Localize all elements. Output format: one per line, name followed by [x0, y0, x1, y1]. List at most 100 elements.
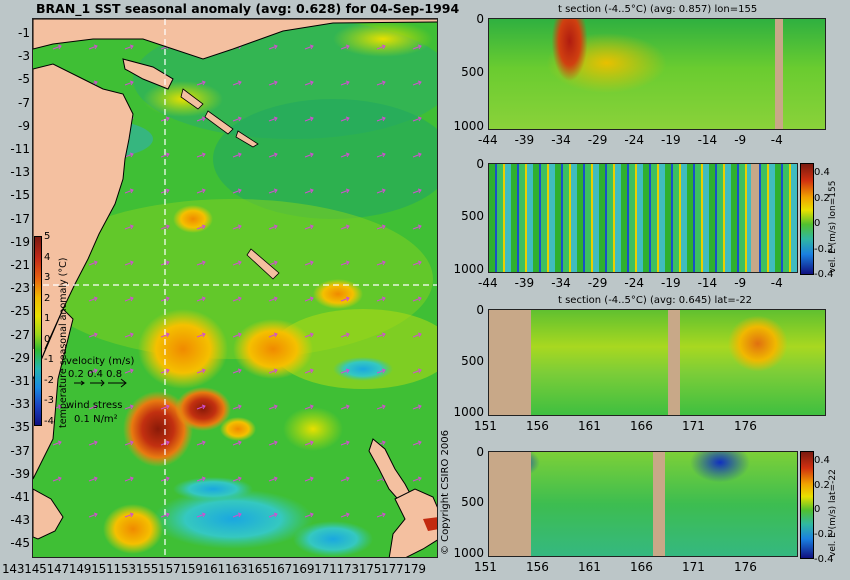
velocity-colorbar-tick: 0: [814, 218, 821, 230]
sst-anomaly-map[interactable]: [32, 18, 438, 558]
x-tick-label: -24: [624, 133, 644, 147]
wind-arrow: [52, 44, 62, 50]
lat-tick-label: -33: [10, 397, 30, 412]
wind-arrow: [340, 332, 350, 338]
lat-tick-label: -5: [18, 72, 30, 87]
wind-arrow: [196, 260, 206, 266]
wind-arrow: [376, 260, 386, 266]
wind-legend-value: 0.1 N/m²: [74, 414, 118, 425]
depth-tick-label: 1000: [453, 118, 484, 133]
x-tick-label: -4: [770, 276, 783, 290]
depth-tick-label: 500: [461, 65, 484, 80]
x-tick-label: -14: [697, 276, 718, 290]
wind-arrow: [160, 224, 170, 230]
wind-legend-label: wind stress: [66, 400, 123, 411]
new-guinea-landmass: [33, 19, 437, 60]
x-tick-label: -9: [734, 276, 747, 290]
wind-arrow: [232, 332, 242, 338]
wind-arrow: [124, 404, 134, 410]
wind-arrow: [268, 296, 278, 302]
lat-tick-label: -39: [10, 466, 30, 481]
wind-arrow: [268, 368, 278, 374]
wind-arrow: [232, 80, 242, 86]
x-tick-label: 176: [734, 560, 757, 574]
wind-arrow: [196, 152, 206, 158]
x-tick-label: -19: [661, 133, 681, 147]
x-tick-label: 161: [578, 419, 601, 433]
wind-arrow: [124, 224, 134, 230]
depth-tick-label: 0: [476, 303, 484, 317]
wind-arrow: [376, 368, 386, 374]
lat-tick-label: -17: [10, 211, 30, 226]
wind-arrow: [340, 224, 350, 230]
lat-tick-label: -25: [10, 304, 30, 319]
wind-arrow: [232, 476, 242, 482]
wind-arrow: [340, 440, 350, 446]
wind-arrow: [304, 260, 314, 266]
velocity-colorbar-tick: 0.4: [814, 455, 830, 466]
map-canvas: [33, 19, 437, 557]
depth-tick-label: 0: [476, 12, 484, 26]
x-tick-label: -4: [770, 133, 783, 147]
wind-arrow: [88, 332, 98, 338]
wind-arrow: [88, 44, 98, 50]
lat-tick-label: -43: [10, 513, 30, 528]
wind-arrow: [268, 332, 278, 338]
wind-arrow: [268, 80, 278, 86]
velocity-colorbar-tick: 0: [814, 504, 821, 516]
longitude-axis-labels: 1431451471491511531551571591611631651671…: [2, 562, 426, 576]
wind-arrow: [376, 80, 386, 86]
wind-arrow: [304, 224, 314, 230]
x-tick-label: -34: [551, 133, 571, 147]
velocity-legend-arrows: [74, 378, 127, 388]
wind-arrow: [232, 260, 242, 266]
new-caledonia-landmass: [246, 248, 280, 280]
wind-arrow: [304, 296, 314, 302]
wind-arrow: [340, 296, 350, 302]
wind-arrow: [340, 368, 350, 374]
x-tick-label: 151: [474, 419, 497, 433]
wind-arrow: [412, 80, 422, 86]
wind-arrow: [376, 224, 386, 230]
x-tick-label: 161: [578, 560, 601, 574]
lat-tick-label: -3: [18, 49, 30, 64]
colorbar-tick-label: -3: [44, 395, 54, 406]
x-tick-label: -24: [624, 276, 644, 290]
velocity-colorbar-tick: 0.2: [814, 192, 830, 204]
depth-tick-label: 500: [461, 495, 484, 510]
velocity-side-label: vel. E (m/s) lon=155: [828, 180, 838, 273]
wind-arrow: [196, 476, 206, 482]
lat-tick-label: -9: [18, 118, 30, 133]
wind-arrow: [376, 296, 386, 302]
wind-arrow: [124, 188, 134, 194]
wind-arrow: [232, 440, 242, 446]
wind-arrow: [124, 152, 134, 158]
section-plot[interactable]: [488, 309, 826, 416]
wind-arrow: [124, 80, 134, 86]
velocity-colorbar-tick: -0.2: [814, 528, 834, 540]
colorbar-tick-label: -2: [44, 374, 54, 386]
x-tick-label: -34: [551, 276, 571, 290]
wind-arrow: [268, 116, 278, 122]
wind-arrow: [232, 188, 242, 194]
wind-arrow: [124, 476, 134, 482]
wind-arrow: [124, 512, 134, 518]
x-tick-label: -9: [734, 133, 747, 147]
wind-arrow: [268, 260, 278, 266]
lat-tick-label: -13: [10, 165, 30, 180]
lat-tick-label: -23: [10, 281, 30, 296]
section-plot[interactable]: [488, 163, 798, 273]
land-mask: [489, 310, 531, 415]
wind-arrow: [340, 152, 350, 158]
section-plot[interactable]: [488, 18, 826, 130]
wind-arrow: [340, 260, 350, 266]
temperature-colorbar: [34, 236, 42, 426]
land-mask: [489, 452, 531, 556]
x-tick-label: -44: [478, 133, 498, 147]
velocity-colorbar-tick: -0.2: [814, 243, 834, 255]
map-title: BRAN_1 SST seasonal anomaly (avg: 0.628)…: [36, 1, 460, 16]
wind-arrow: [340, 44, 350, 50]
x-tick-label: -39: [514, 133, 535, 147]
section-plot[interactable]: [488, 451, 798, 557]
velocity-side-label: vel. E (m/s) lat=-22: [828, 469, 838, 557]
